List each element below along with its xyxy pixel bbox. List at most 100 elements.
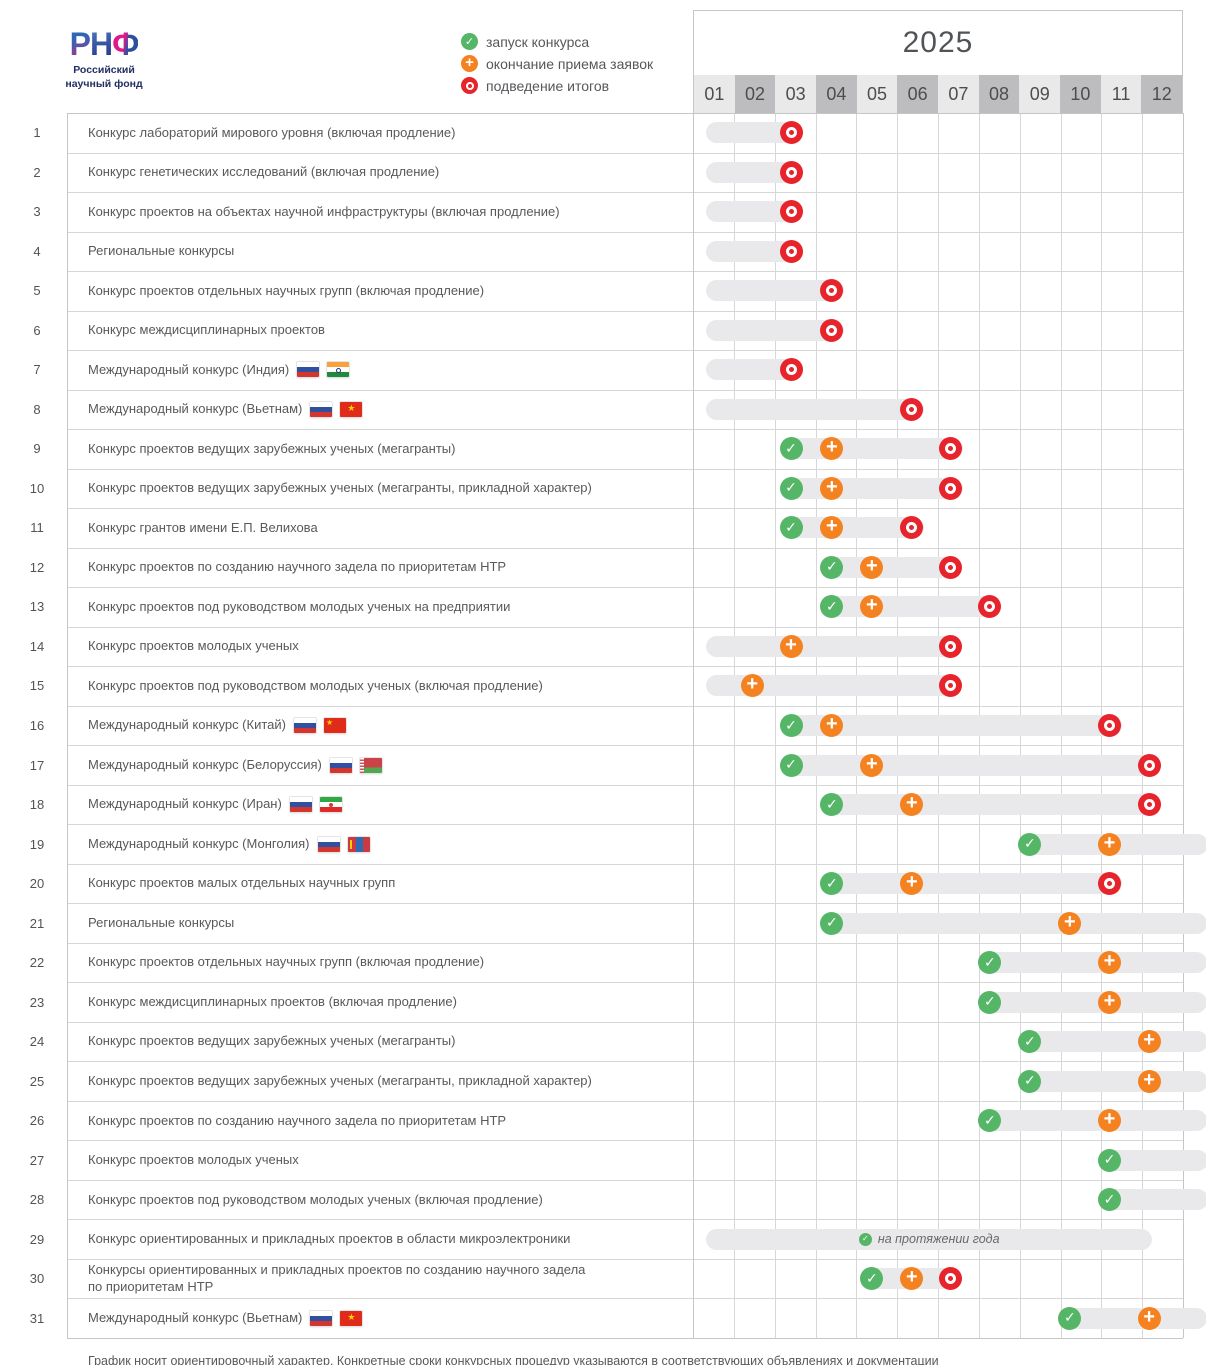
deadline-icon	[820, 476, 844, 500]
launch-icon	[779, 516, 803, 540]
grid-line-horizontal	[67, 587, 1183, 589]
results-icon	[938, 476, 962, 500]
row-label-text: Конкурс ориентированных и прикладных про…	[88, 1231, 571, 1247]
timeline-bar	[1103, 1189, 1206, 1211]
flag-russia	[293, 717, 316, 733]
month-cell: 10	[1060, 75, 1101, 113]
timeline-bar	[825, 873, 1122, 895]
row-number: 17	[29, 757, 45, 773]
launch-icon	[1098, 1148, 1121, 1172]
row-number: 18	[29, 797, 45, 813]
row-label: Конкурс проектов под руководством молоды…	[67, 587, 693, 627]
row-number: 26	[29, 1113, 45, 1129]
row-label: Региональные конкурсы	[67, 232, 693, 272]
timeline-bar	[1064, 1307, 1206, 1329]
results-icon	[779, 239, 803, 263]
deadline-icon	[1098, 1109, 1121, 1133]
timeline-bar	[706, 240, 804, 262]
month-cell: 03	[775, 75, 817, 113]
timeline-bar	[784, 754, 1161, 776]
deadline-icon	[900, 793, 924, 817]
timeline-bar	[784, 517, 924, 539]
timeline-bar	[706, 161, 804, 183]
row-label-text: Региональные конкурсы	[88, 914, 235, 930]
row-label: Международный конкурс (Иран)	[67, 785, 693, 825]
timeline-header: 2025 01 02 03 04 05 06 07 08 09 10 11 12	[693, 10, 1183, 113]
row-label-text: Конкурс проектов ведущих зарубежных учен…	[88, 1073, 592, 1088]
grid-line-horizontal	[67, 1061, 1183, 1063]
grid-line-horizontal	[67, 666, 1183, 668]
launch-icon	[978, 951, 1002, 975]
results-icon	[1137, 753, 1161, 777]
launch-icon	[779, 476, 803, 500]
grid-line-horizontal	[67, 863, 1183, 865]
star-icon: ★	[347, 403, 356, 414]
launch-icon	[1018, 1069, 1042, 1093]
row-number: 19	[29, 836, 45, 852]
launch-icon	[779, 437, 803, 461]
results-icon	[820, 279, 844, 303]
results-icon	[1137, 793, 1161, 817]
timeline-bar	[706, 359, 804, 381]
deadline-icon	[860, 555, 884, 579]
launch-icon	[820, 595, 844, 619]
row-label-text: Конкурс грантов имени Е.П. Велихова	[88, 519, 318, 535]
timeline-bar	[784, 438, 963, 460]
month-cell: 06	[897, 75, 939, 113]
grid-line-horizontal	[67, 982, 1183, 984]
launch-icon	[820, 872, 844, 896]
row-label: Международный конкурс (Белоруссия)	[67, 745, 693, 785]
row-number: 1	[33, 125, 41, 141]
flag-russia	[289, 797, 312, 813]
grid-line-horizontal	[67, 745, 1183, 747]
row-label: Конкурс проектов ведущих зарубежных учен…	[67, 469, 693, 509]
deadline-icon	[779, 634, 803, 658]
row-label-text: Международный конкурс (Вьетнам)	[88, 401, 303, 417]
deadline-icon	[860, 753, 884, 777]
results-icon	[938, 634, 962, 658]
flag-russia	[310, 401, 333, 417]
flag-china: ★	[323, 717, 346, 733]
months-strip: 01 02 03 04 05 06 07 08 09 10 11 12	[694, 75, 1183, 113]
row-number: 15	[29, 678, 45, 694]
row-label: Конкурс ориентированных и прикладных про…	[67, 1219, 693, 1259]
row-label-text: Конкурс проектов ведущих зарубежных учен…	[88, 440, 456, 456]
row-label-text: Региональные конкурсы	[88, 243, 235, 259]
launch-icon	[860, 1267, 884, 1291]
deadline-icon	[1137, 1069, 1161, 1093]
row-label: Конкурс проектов молодых ученых	[67, 1140, 693, 1180]
flag-russia	[310, 1310, 333, 1326]
timeline-bar	[1023, 1031, 1206, 1053]
row-label: Конкурс междисциплинарных проектов (вклю…	[67, 982, 693, 1022]
row-number: 7	[33, 362, 41, 378]
timeline-bar	[825, 912, 1206, 934]
grid-line-horizontal	[67, 824, 1183, 826]
deadline-icon	[1098, 951, 1121, 975]
deadline-icon	[1137, 1030, 1161, 1054]
launch-icon	[978, 990, 1002, 1014]
row-label-text: Международный конкурс (Белоруссия)	[88, 756, 322, 772]
grid-line-horizontal	[67, 547, 1183, 549]
deadline-icon	[820, 714, 844, 737]
timeline-bar	[784, 477, 963, 499]
month-cell: 08	[978, 75, 1020, 113]
timeline-bar	[825, 596, 1002, 618]
legend-label: подведение итогов	[486, 77, 610, 94]
flag-russia	[297, 362, 320, 378]
row-label: Конкурс проектов малых отдельных научных…	[67, 864, 693, 904]
grid-line-horizontal	[67, 468, 1183, 470]
grid-line-horizontal	[67, 508, 1183, 510]
results-icon	[461, 77, 478, 94]
timeline-bar	[706, 319, 845, 341]
grid-line-horizontal	[67, 903, 1183, 905]
timeline-bar	[706, 398, 924, 420]
grid-line-horizontal	[67, 1100, 1183, 1102]
row-label-text: Международный конкурс (Монголия)	[88, 835, 310, 851]
grid-line-horizontal	[67, 942, 1183, 944]
flag-india	[327, 362, 350, 378]
row-number: 20	[29, 876, 45, 892]
row-label: Конкурс генетических исследований (включ…	[67, 153, 693, 193]
row-number: 13	[29, 599, 45, 615]
flag-russia	[329, 757, 352, 773]
legend: запуск конкурса окончание приема заявок …	[461, 33, 653, 94]
